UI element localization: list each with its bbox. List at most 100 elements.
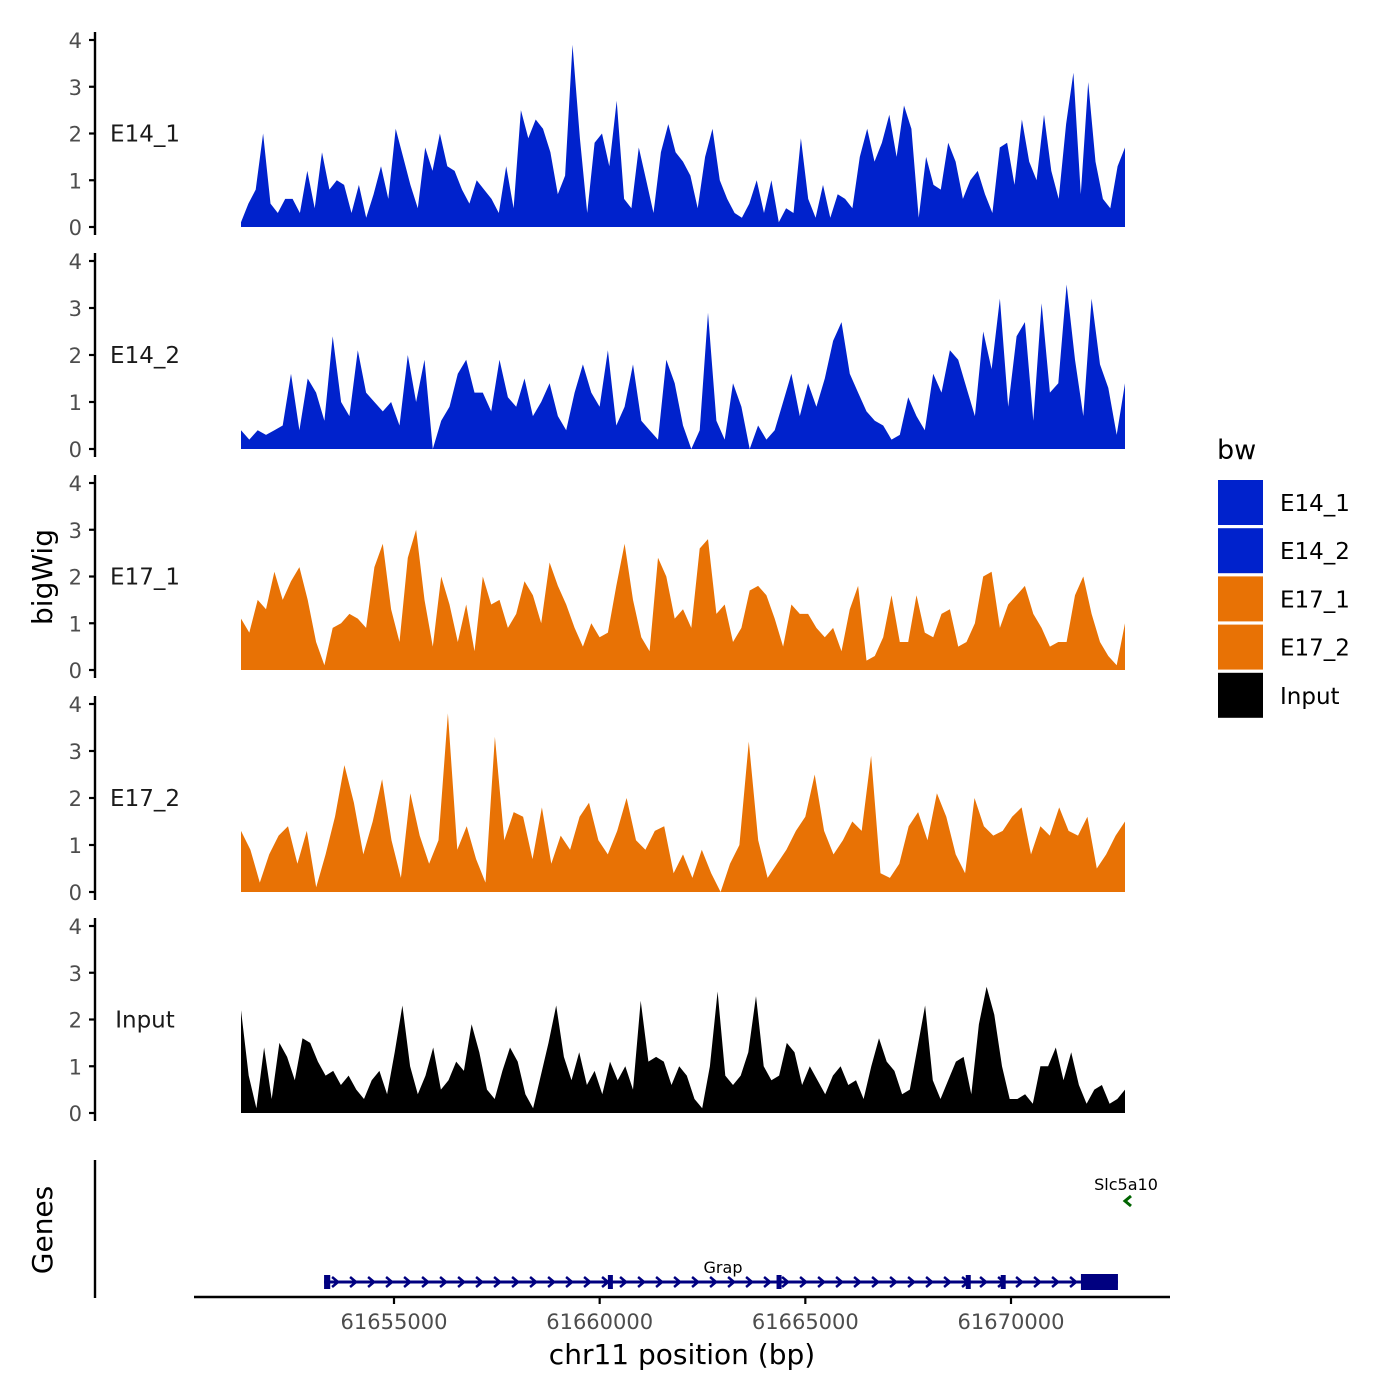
y-tick-label-E17_1-2: 2 (69, 566, 82, 590)
track-E14_1: 0 1 2 3 4 E14_1 (69, 29, 1125, 240)
track-panels: 0 1 2 3 4 E14_1 0 1 2 3 4 E14_2 0 1 2 3 4 E17_1 0 1 2 3 4 E17_2… (69, 29, 1125, 1126)
signal-area-E17_1 (241, 529, 1125, 670)
exon-Grap-2 (776, 1275, 782, 1289)
genes-axis-title: Genes (26, 1186, 59, 1274)
y-tick-label-E14_2-1: 1 (69, 391, 82, 415)
strand-arrow (511, 1276, 521, 1288)
gene-Grap: Grap (324, 1258, 1118, 1290)
y-tick-label-E14_1-1: 1 (69, 169, 82, 193)
strand-arrow (1015, 1276, 1025, 1288)
strand-arrow (853, 1276, 863, 1288)
legend-label-E17_2: E17_2 (1280, 636, 1350, 662)
strand-arrow (817, 1276, 827, 1288)
y-tick-label-Input-0: 0 (69, 1102, 82, 1126)
y-tick-label-E17_1-3: 3 (69, 519, 82, 543)
strand-arrow (565, 1276, 575, 1288)
track-E17_2: 0 1 2 3 4 E17_2 (69, 693, 1125, 905)
strand-arrow (709, 1276, 719, 1288)
strand-arrow (871, 1276, 881, 1288)
legend-key-Input (1218, 672, 1263, 718)
strand-arrow (331, 1276, 341, 1288)
strand-arrow (673, 1276, 683, 1288)
strand-arrow (925, 1276, 935, 1288)
strand-arrow (835, 1276, 845, 1288)
strand-arrow (889, 1276, 899, 1288)
strand-arrow (349, 1276, 359, 1288)
strand-arrow (403, 1276, 413, 1288)
track-label-E17_1: E17_1 (110, 565, 180, 591)
legend-key-E14_1 (1218, 480, 1263, 525)
strand-arrow (943, 1276, 953, 1288)
genes-panel: Grap Slc5a10 (93, 1160, 1158, 1298)
legend-key-E17_2 (1218, 624, 1263, 670)
y-tick-label-E14_2-3: 3 (69, 297, 82, 321)
track-E14_2: 0 1 2 3 4 E14_2 (69, 250, 1125, 462)
track-Input: 0 1 2 3 4 Input (69, 915, 1125, 1126)
exon-Grap-5 (1080, 1274, 1118, 1290)
strand-arrow (385, 1276, 395, 1288)
signal-area-E14_1 (241, 44, 1125, 228)
legend-label-Input: Input (1280, 684, 1340, 710)
x-tick-label-61655000: 61655000 (341, 1310, 448, 1334)
track-label-E14_2: E14_2 (110, 343, 180, 369)
track-label-E17_2: E17_2 (110, 786, 180, 812)
y-tick-label-Input-1: 1 (69, 1055, 82, 1079)
strand-arrow (1069, 1276, 1079, 1288)
x-axis: 61655000 61660000 61665000 61670000 (194, 1295, 1170, 1334)
gene-label-Grap: Grap (704, 1258, 743, 1277)
y-tick-label-E14_2-4: 4 (69, 250, 82, 274)
strand-arrow (583, 1276, 593, 1288)
y-tick-label-E14_1-4: 4 (69, 29, 82, 53)
gene-Slc5a10: Slc5a10 (1094, 1175, 1158, 1208)
strand-arrow (1051, 1276, 1061, 1288)
y-axis-title: bigWig (26, 529, 59, 625)
strand-arrow (421, 1276, 431, 1288)
y-tick-label-E17_2-3: 3 (69, 740, 82, 764)
y-tick-label-E14_2-0: 0 (69, 438, 82, 462)
strand-arrow (439, 1276, 449, 1288)
y-tick-label-Input-2: 2 (69, 1009, 82, 1033)
y-tick-label-E14_2-2: 2 (69, 344, 82, 368)
signal-area-Input (241, 986, 1125, 1113)
legend-title: bw (1217, 435, 1256, 466)
y-tick-label-E17_2-2: 2 (69, 787, 82, 811)
y-tick-label-E17_2-1: 1 (69, 834, 82, 858)
strand-arrow (475, 1276, 485, 1288)
y-tick-label-Input-4: 4 (69, 915, 82, 939)
legend-label-E14_1: E14_1 (1280, 491, 1350, 517)
legend-label-E14_2: E14_2 (1280, 539, 1350, 565)
exon-Grap-4 (1000, 1275, 1006, 1289)
strand-arrow (763, 1276, 773, 1288)
x-tick-label-61670000: 61670000 (958, 1310, 1065, 1334)
strand-arrow (691, 1276, 701, 1288)
track-label-Input: Input (115, 1008, 175, 1034)
signal-area-E14_2 (241, 284, 1125, 449)
strand-arrow (457, 1276, 467, 1288)
y-tick-label-E17_2-4: 4 (69, 693, 82, 717)
y-tick-label-E14_1-2: 2 (69, 123, 82, 147)
strand-arrow (727, 1276, 737, 1288)
legend-label-E17_1: E17_1 (1280, 587, 1350, 613)
signal-area-E17_2 (241, 713, 1125, 892)
strand-arrow (619, 1276, 629, 1288)
strand-arrow (493, 1276, 503, 1288)
strand-arrow (547, 1276, 557, 1288)
strand-arrow-Slc5a10 (1122, 1194, 1132, 1208)
legend: bw E14_1 E14_2 E17_1 E17_2 Input (1217, 435, 1350, 718)
x-tick-label-61665000: 61665000 (752, 1310, 859, 1334)
y-tick-label-E14_1-0: 0 (69, 216, 82, 240)
gene-label-Slc5a10: Slc5a10 (1094, 1175, 1158, 1194)
strand-arrow (529, 1276, 539, 1288)
strand-arrow (655, 1276, 665, 1288)
track-E17_1: 0 1 2 3 4 E17_1 (69, 472, 1125, 683)
y-tick-label-E17_2-0: 0 (69, 881, 82, 905)
legend-key-E17_1 (1218, 576, 1263, 622)
y-tick-label-E17_1-0: 0 (69, 659, 82, 683)
y-tick-label-E14_1-3: 3 (69, 76, 82, 100)
strand-arrow (979, 1276, 989, 1288)
legend-key-E14_2 (1218, 528, 1263, 574)
strand-arrow (907, 1276, 917, 1288)
x-tick-label-61660000: 61660000 (546, 1310, 653, 1334)
strand-arrow (367, 1276, 377, 1288)
